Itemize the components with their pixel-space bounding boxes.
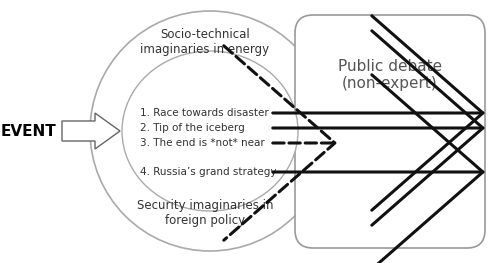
FancyBboxPatch shape (295, 15, 485, 248)
Text: EVENT: EVENT (0, 124, 56, 139)
Ellipse shape (122, 51, 298, 211)
Text: Socio-technical
imaginaries in energy: Socio-technical imaginaries in energy (140, 28, 270, 56)
Polygon shape (62, 113, 120, 149)
Text: 1. Race towards disaster: 1. Race towards disaster (140, 108, 269, 118)
Text: Public debate
(non-expert): Public debate (non-expert) (338, 59, 442, 91)
Text: Security imaginaries in
foreign policy: Security imaginaries in foreign policy (137, 199, 273, 227)
Text: 4. Russia’s grand strategy: 4. Russia’s grand strategy (140, 167, 276, 177)
Text: 3. The end is *not* near: 3. The end is *not* near (140, 138, 265, 148)
Text: 2. Tip of the iceberg: 2. Tip of the iceberg (140, 123, 245, 133)
